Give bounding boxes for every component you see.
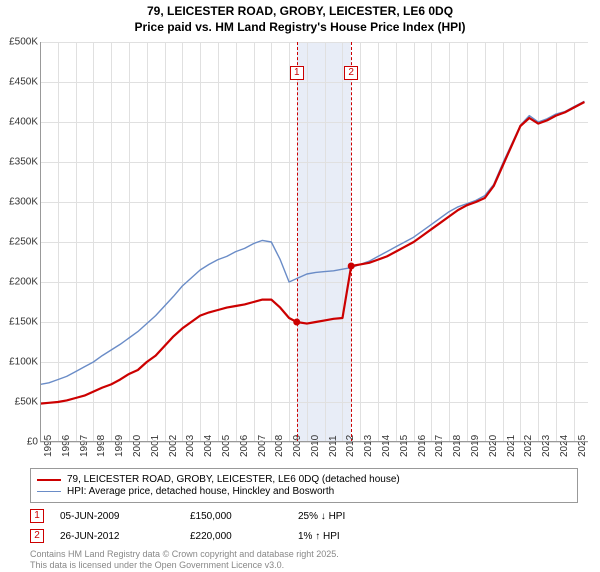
sale-dot: [348, 263, 355, 270]
line-series-svg: [40, 42, 588, 442]
legend-swatch-price-paid: [37, 479, 61, 481]
legend-and-sales: 79, LEICESTER ROAD, GROBY, LEICESTER, LE…: [30, 468, 578, 572]
footnote-line-1: Contains HM Land Registry data © Crown c…: [30, 549, 578, 560]
footnote-line-2: This data is licensed under the Open Gov…: [30, 560, 578, 571]
y-tick-label: £0: [0, 437, 38, 448]
title-line-2: Price paid vs. HM Land Registry's House …: [0, 20, 600, 36]
y-tick-label: £250K: [0, 237, 38, 248]
y-tick-label: £450K: [0, 77, 38, 88]
sale-marker-1: 1: [30, 509, 44, 523]
legend-box: 79, LEICESTER ROAD, GROBY, LEICESTER, LE…: [30, 468, 578, 503]
y-tick-label: £100K: [0, 357, 38, 368]
sale-price-1: £150,000: [190, 511, 290, 522]
legend-row-hpi: HPI: Average price, detached house, Hinc…: [37, 486, 571, 497]
y-tick-label: £300K: [0, 197, 38, 208]
y-tick-label: £150K: [0, 317, 38, 328]
legend-label-hpi: HPI: Average price, detached house, Hinc…: [67, 486, 334, 497]
title-line-1: 79, LEICESTER ROAD, GROBY, LEICESTER, LE…: [0, 4, 600, 20]
footnote: Contains HM Land Registry data © Crown c…: [30, 549, 578, 572]
chart-area: £0£50K£100K£150K£200K£250K£300K£350K£400…: [40, 42, 588, 442]
sale-date-1: 05-JUN-2009: [52, 511, 182, 522]
series-hpi: [40, 101, 584, 384]
y-tick-label: £500K: [0, 37, 38, 48]
sale-date-2: 26-JUN-2012: [52, 531, 182, 542]
series-price_paid: [40, 102, 584, 404]
sale-row: 1 05-JUN-2009 £150,000 25% ↓ HPI: [30, 509, 578, 523]
sale-marker-2: 2: [30, 529, 44, 543]
sale-dot: [293, 319, 300, 326]
y-tick-label: £200K: [0, 277, 38, 288]
y-tick-label: £400K: [0, 117, 38, 128]
sale-row: 2 26-JUN-2012 £220,000 1% ↑ HPI: [30, 529, 578, 543]
y-tick-label: £350K: [0, 157, 38, 168]
sale-diff-1: 25% ↓ HPI: [298, 511, 345, 522]
y-tick-label: £50K: [0, 397, 38, 408]
sale-diff-2: 1% ↑ HPI: [298, 531, 340, 542]
legend-label-price-paid: 79, LEICESTER ROAD, GROBY, LEICESTER, LE…: [67, 474, 400, 485]
sale-price-2: £220,000: [190, 531, 290, 542]
legend-swatch-hpi: [37, 491, 61, 492]
chart-title: 79, LEICESTER ROAD, GROBY, LEICESTER, LE…: [0, 0, 600, 35]
legend-row-price-paid: 79, LEICESTER ROAD, GROBY, LEICESTER, LE…: [37, 474, 571, 485]
